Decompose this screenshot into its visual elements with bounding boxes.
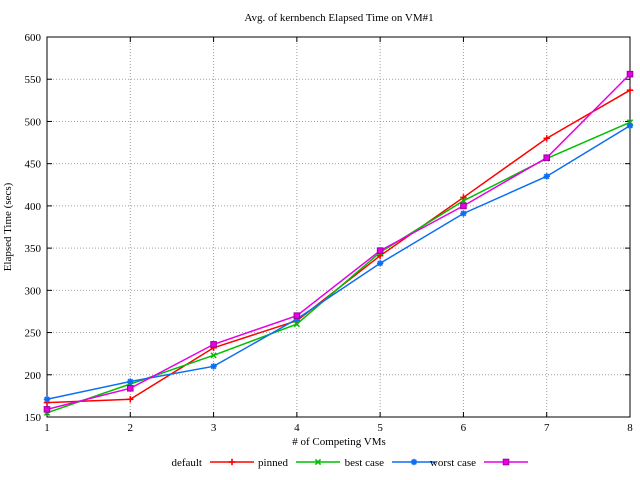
y-tick-label: 400 <box>25 201 42 213</box>
chart-title: Avg. of kernbench Elapsed Time on VM#1 <box>244 12 433 24</box>
x-tick-label: 7 <box>544 422 550 434</box>
series-worst-case <box>43 70 634 413</box>
x-tick-label: 4 <box>294 422 300 434</box>
legend-item-pinned: pinned <box>258 457 340 469</box>
data-point-default <box>626 87 634 94</box>
y-tick-label: 450 <box>25 159 42 171</box>
legend-marker-worst-case <box>502 458 510 466</box>
legend: default pinned best case worst case <box>171 457 528 469</box>
series-line-default <box>46 89 631 404</box>
x-tick-label: 6 <box>461 422 467 434</box>
data-point-worst-case <box>460 202 467 210</box>
x-tick-label: 3 <box>211 422 217 434</box>
legend-label-best-case: best case <box>345 457 385 469</box>
data-point-best-case <box>43 396 51 403</box>
data-point-best-case <box>127 378 134 385</box>
y-tick-label: 150 <box>25 412 42 424</box>
data-point-best-case <box>460 210 467 217</box>
plot-border <box>46 36 631 418</box>
legend-label-default: default <box>171 457 202 469</box>
legend-marker-default <box>228 458 236 466</box>
data-point-best-case <box>210 363 217 370</box>
series-default <box>43 87 634 406</box>
y-tick-label: 300 <box>25 285 42 297</box>
data-series <box>43 70 634 416</box>
data-point-pinned <box>460 197 467 204</box>
data-point-worst-case <box>43 406 51 413</box>
data-point-worst-case <box>543 154 551 162</box>
y-tick-label: 350 <box>25 243 42 255</box>
legend-item-worst-case: worst case <box>430 457 528 469</box>
x-tick-label: 1 <box>44 422 50 434</box>
y-tick-label: 600 <box>25 32 42 44</box>
series-best-case <box>43 122 634 403</box>
x-axis-label: # of Competing VMs <box>292 436 386 448</box>
legend-label-worst-case: worst case <box>430 457 476 469</box>
tick-labels: 1 2 3 4 5 6 7 8 150 200 250 300 350 400 450 500 550 600 <box>25 32 634 434</box>
data-point-pinned <box>210 352 217 359</box>
grid-lines <box>47 37 630 417</box>
data-point-default <box>543 135 550 142</box>
y-tick-label: 200 <box>25 370 42 382</box>
legend-item-default: default <box>171 457 254 469</box>
legend-item-best-case: best case <box>345 457 436 469</box>
y-tick-label: 500 <box>25 116 42 128</box>
data-point-default <box>127 396 134 403</box>
data-point-best-case <box>626 122 634 129</box>
data-point-worst-case <box>126 384 134 392</box>
legend-marker-pinned <box>314 458 322 466</box>
y-tick-label: 550 <box>25 74 42 86</box>
axis-ticks <box>46 36 631 418</box>
series-line-pinned <box>46 121 631 414</box>
data-point-worst-case <box>210 341 217 348</box>
y-tick-label: 250 <box>25 328 42 340</box>
data-point-best-case <box>543 173 550 180</box>
y-axis-label: Elapsed Time (secs) <box>2 182 14 271</box>
series-line-worst-case <box>46 73 631 411</box>
data-point-worst-case <box>376 247 384 254</box>
x-tick-label: 5 <box>377 422 383 434</box>
data-point-worst-case <box>293 312 301 319</box>
data-point-worst-case <box>626 70 634 78</box>
x-tick-label: 8 <box>627 422 633 434</box>
x-tick-label: 2 <box>128 422 134 434</box>
data-point-default <box>460 194 467 201</box>
legend-marker-best-case <box>410 458 418 466</box>
data-point-pinned <box>293 320 301 328</box>
legend-label-pinned: pinned <box>258 457 288 469</box>
data-point-best-case <box>376 260 384 267</box>
series-line-best-case <box>46 125 631 401</box>
